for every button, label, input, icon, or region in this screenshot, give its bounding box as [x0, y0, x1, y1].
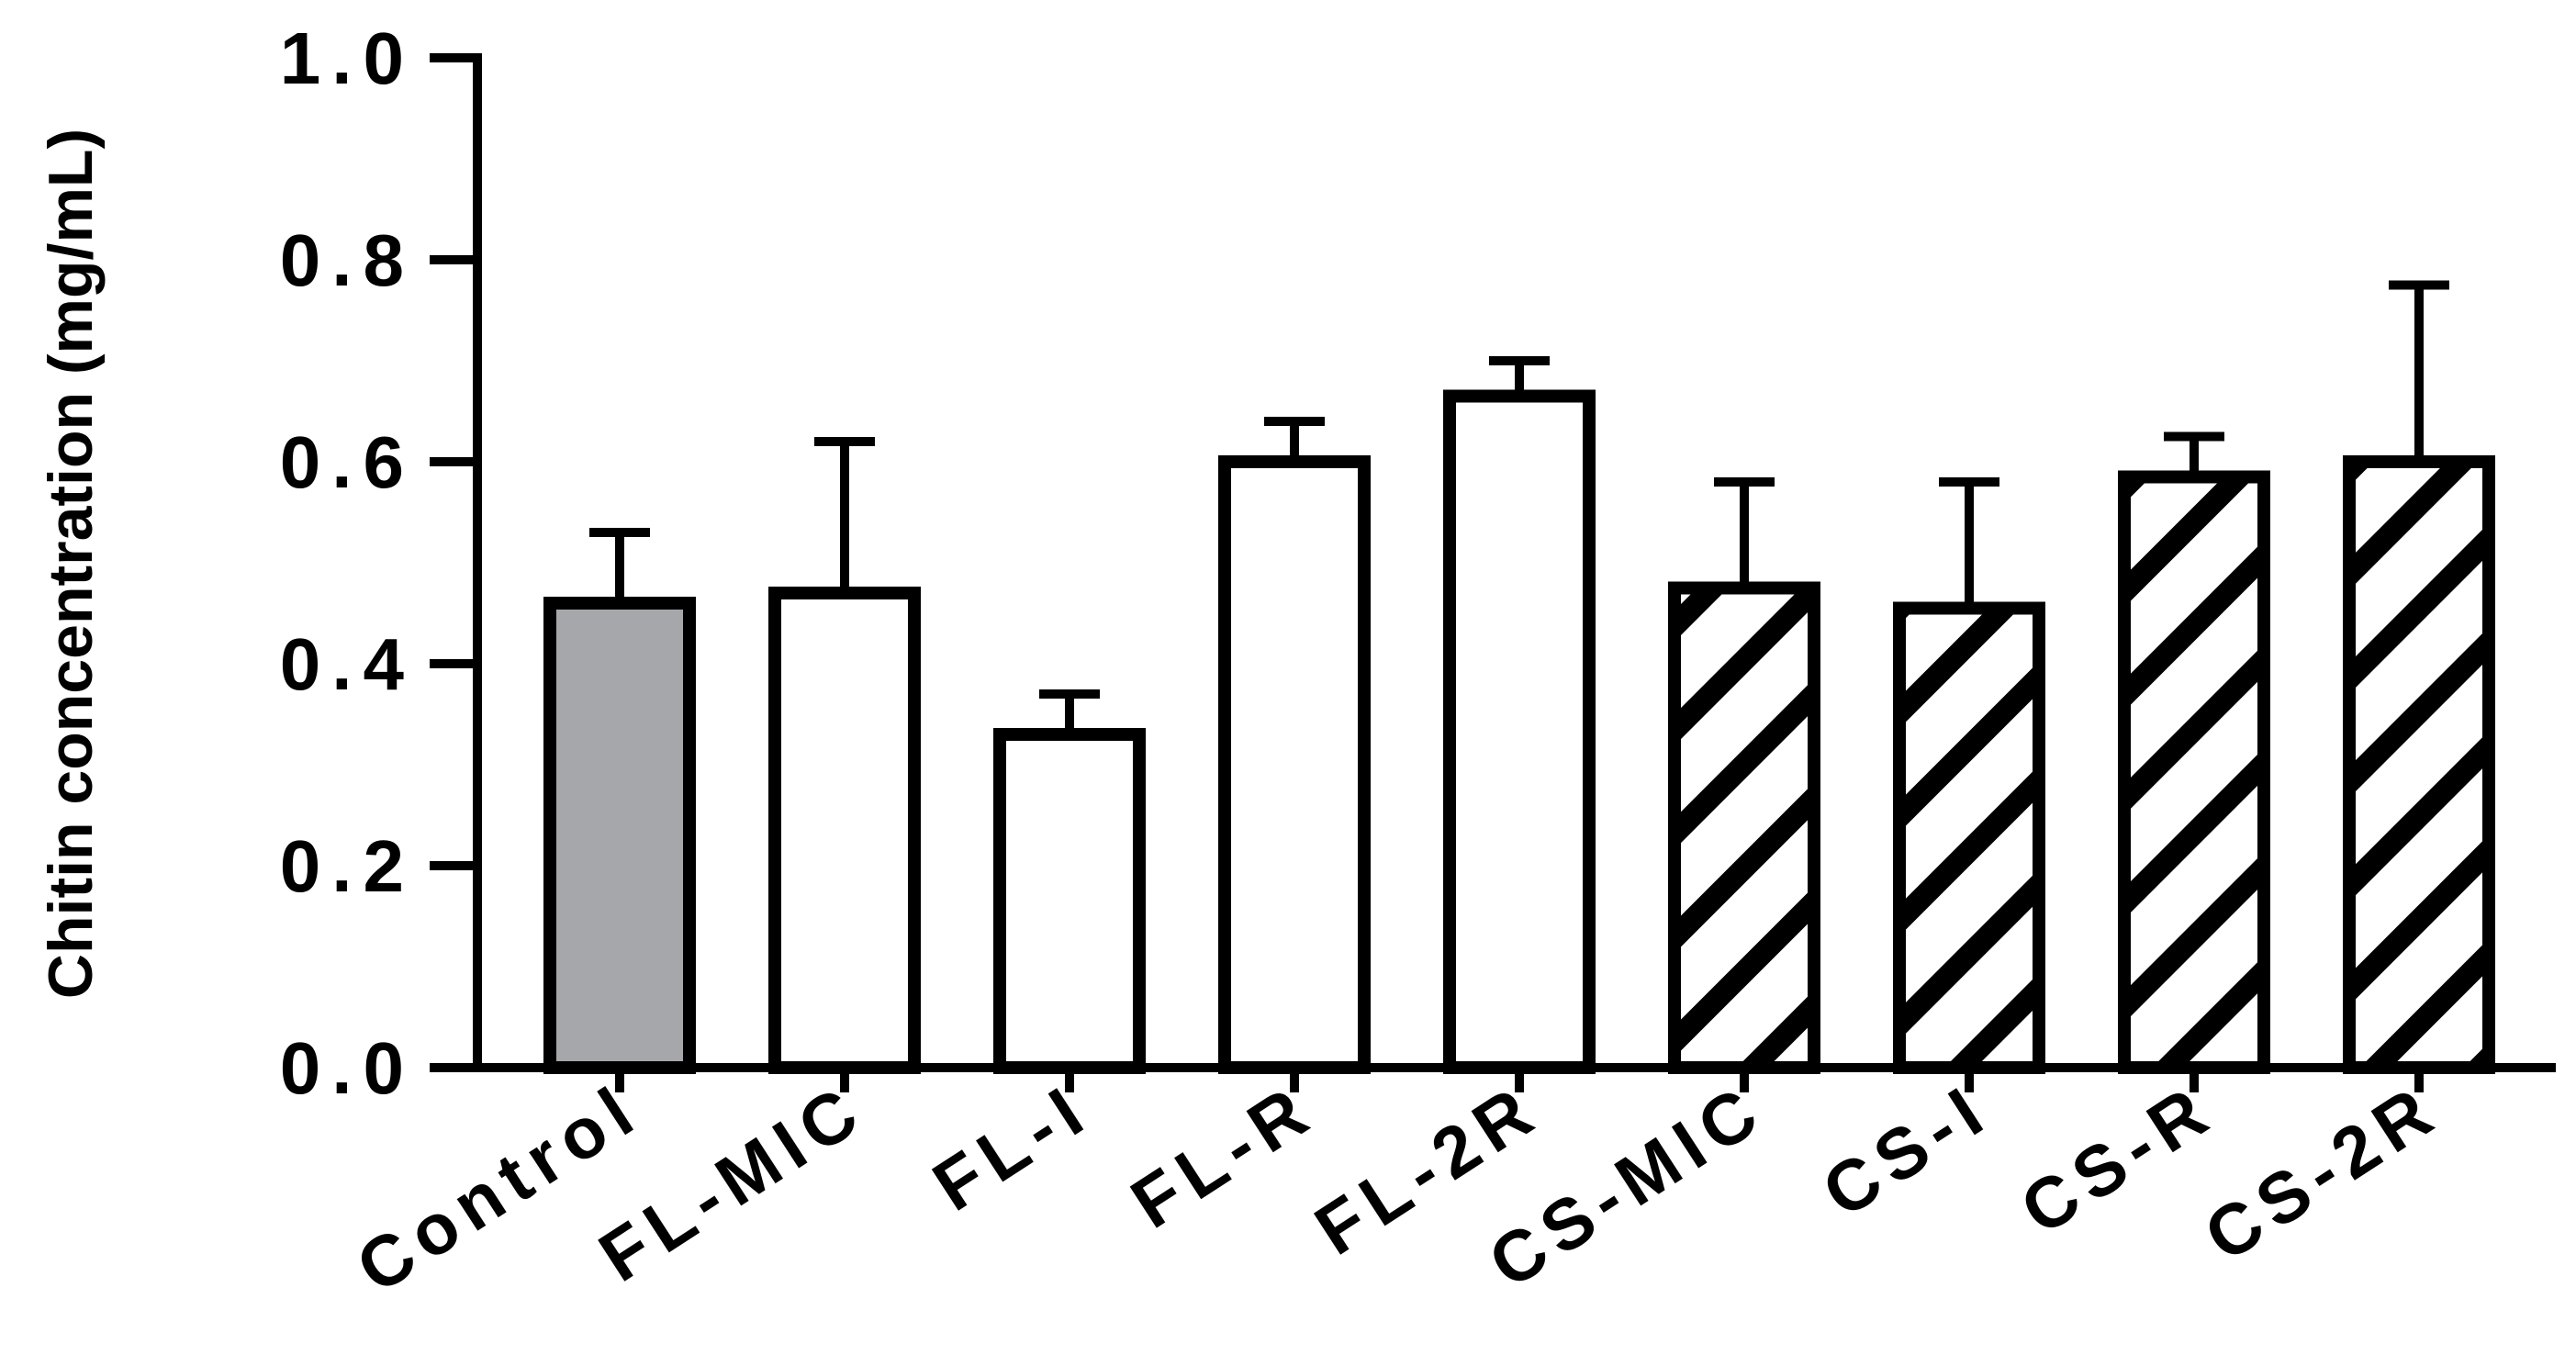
- x-tick-label: FL-R: [1117, 1067, 1328, 1243]
- bar: [768, 587, 921, 1074]
- y-tick-label: 0.2: [280, 825, 415, 907]
- bar: [1443, 389, 1596, 1074]
- y-tick-label: 0.0: [280, 1027, 415, 1109]
- y-tick-label: 0.4: [280, 623, 415, 705]
- bar: [1218, 455, 1371, 1074]
- bar: [2343, 455, 2495, 1074]
- y-tick-label: 1.0: [280, 17, 415, 99]
- bar: [1668, 581, 1820, 1074]
- bar: [2118, 470, 2270, 1074]
- bar-group-fl-i: [993, 689, 1146, 1074]
- y-ticks: 0.0 0.2 0.4 0.6 0.8 1.0: [280, 17, 477, 1109]
- bar-group-control: [543, 528, 696, 1074]
- bar-group-cs-r: [2118, 431, 2270, 1074]
- y-tick-label: 0.6: [280, 421, 415, 503]
- bar-group-cs-mic: [1668, 477, 1820, 1074]
- x-tick-label: CS-R: [2007, 1067, 2228, 1249]
- bar-group-fl-mic: [768, 437, 921, 1074]
- bar: [543, 597, 696, 1074]
- bar-group-fl-2r: [1443, 356, 1596, 1074]
- x-tick-label: FL-I: [919, 1067, 1103, 1226]
- x-tick-label: CS-2R: [2190, 1067, 2453, 1277]
- y-tick-label: 0.8: [280, 219, 415, 301]
- x-tick-label: CS-I: [1809, 1067, 2003, 1233]
- bar: [993, 728, 1146, 1074]
- bar-group-cs-2r: [2343, 280, 2495, 1074]
- y-axis-title: Chitin concentration (mg/mL): [36, 129, 106, 999]
- bar-group-fl-r: [1218, 417, 1371, 1074]
- bar: [1893, 601, 2045, 1074]
- bar-group-cs-i: [1893, 477, 2045, 1074]
- bars: [543, 280, 2495, 1074]
